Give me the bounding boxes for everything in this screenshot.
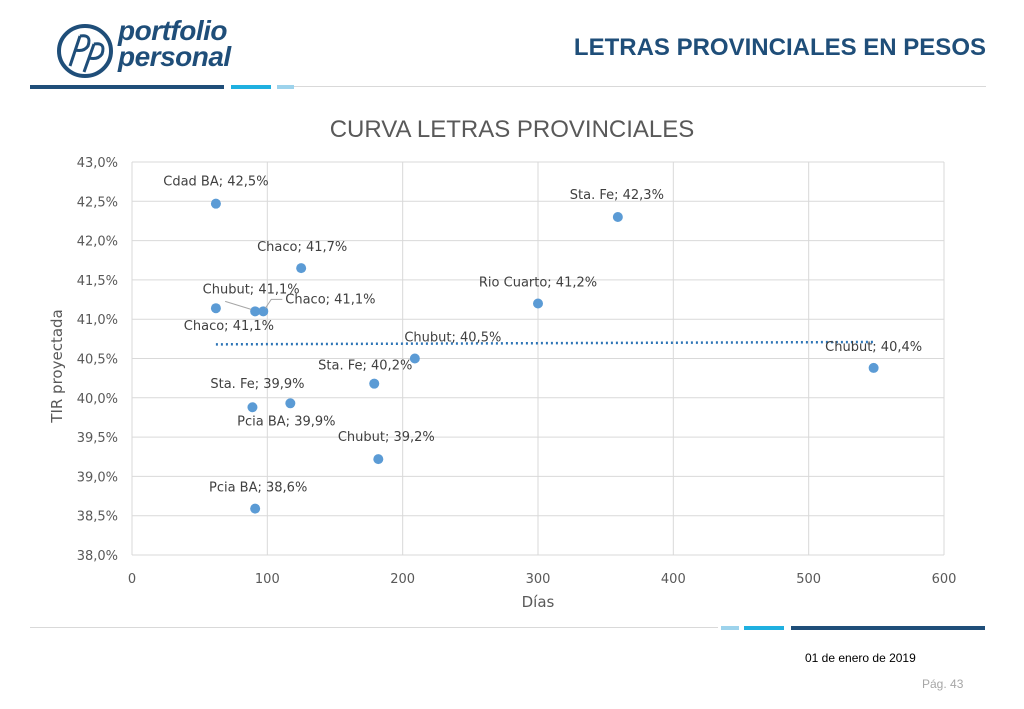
point-label: Sta. Fe; 40,2% [318,359,412,374]
trendline [215,340,874,346]
data-points [210,198,879,514]
x-tick-label: 200 [390,572,415,587]
y-tick-label: 39,0% [77,470,118,485]
data-point [868,362,879,373]
y-tick-label: 40,0% [77,392,118,407]
trendline-line [215,340,874,346]
data-point [285,398,296,409]
header-bar-mid [231,85,271,89]
y-axis-label: TIR proyectada [48,309,66,423]
logo-text-line2: personal [118,41,231,72]
x-tick-label: 100 [255,572,280,587]
x-tick-label: 500 [796,572,821,587]
chart-grid [131,161,945,556]
header-bar-dark [30,85,224,89]
point-label: Chaco; 41,1% [285,292,375,307]
y-tick-label: 43,0% [77,156,118,171]
y-tick-label: 41,0% [77,313,118,328]
y-tick-label: 42,0% [77,235,118,250]
data-point [258,306,269,317]
chart-title: CURVA LETRAS PROVINCIALES [329,116,695,143]
y-tick-label: 38,0% [77,549,118,564]
x-tick-label: 0 [128,572,136,587]
point-label: Pcia BA; 38,6% [209,481,307,496]
header-bar-light [277,85,294,89]
y-tick-label: 38,5% [77,510,118,525]
data-point [250,306,261,317]
data-point [250,503,261,514]
x-tick-label: 400 [661,572,686,587]
point-label: Chubut; 40,4% [825,340,922,355]
y-tick-label: 42,5% [77,195,118,210]
data-point [210,303,221,314]
y-tick-label: 39,5% [77,431,118,446]
point-label: Sta. Fe; 39,9% [210,377,304,392]
data-point [409,353,420,364]
header-divider [294,86,986,87]
report-date: 01 de enero de 2019 [805,651,916,665]
footer-bar-dark [791,626,985,630]
point-label: Chubut; 40,5% [404,331,501,346]
x-axis-label: Días [522,593,555,611]
data-point [369,378,380,389]
leader-lines [225,298,283,310]
footer-bar-light [721,626,739,630]
x-tick-label: 600 [932,572,957,587]
y-tick-label: 41,5% [77,274,118,289]
footer-bar-mid [744,626,784,630]
page-title: LETRAS PROVINCIALES EN PESOS [573,34,986,61]
x-tick-labels: 0 100 200 300 400 500 600 [128,572,957,587]
data-point [612,212,623,223]
point-label: Chaco; 41,7% [257,240,347,255]
logo-mark-icon [57,24,113,78]
y-tick-label: 40,5% [77,353,118,368]
y-tick-labels: 38,0% 38,5% 39,0% 39,5% 40,0% 40,5% 41,0% 41,5%… [77,156,118,564]
logo-text: portfolio personal [118,15,231,72]
logo-text-line1: portfolio [118,15,228,46]
data-point [533,298,543,309]
data-point [247,402,258,413]
leader-line [225,300,252,310]
x-tick-label: 300 [526,572,551,587]
point-label: Cdad BA; 42,5% [163,175,268,190]
point-label: Rio Cuarto; 41,2% [479,275,597,290]
point-label: Chubut; 41,1% [203,282,300,297]
point-label: Pcia BA; 39,9% [237,414,335,429]
point-labels: Cdad BA; 42,5% Sta. Fe; 42,3% Chaco; 41,7%… [163,175,922,496]
footer-divider [30,627,718,628]
data-point [296,263,307,274]
page-number: Pág. 43 [922,677,964,691]
leader-line [264,298,283,309]
point-label: Sta. Fe; 42,3% [570,188,664,203]
data-point [210,198,221,209]
point-label: Chaco; 41,1% [184,319,274,334]
data-point [373,454,384,465]
point-label: Chubut; 39,2% [338,430,435,445]
logo: portfolio personal [56,15,236,82]
